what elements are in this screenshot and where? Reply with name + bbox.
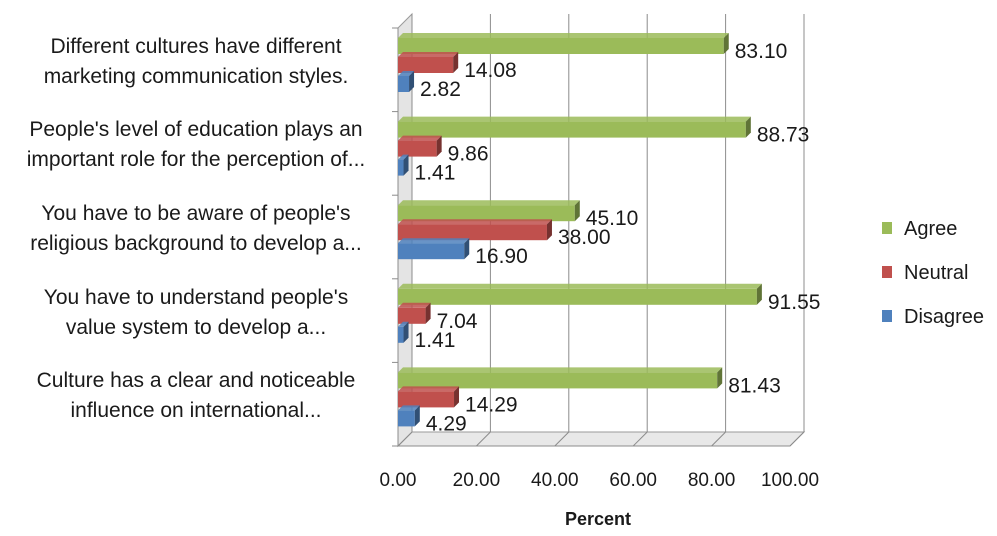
legend-label-agree: Agree [904, 218, 957, 240]
legend-swatch-neutral [882, 266, 892, 278]
category-label-line: marketing communication styles. [43, 64, 349, 88]
bar-disagree [398, 326, 404, 343]
bar-end-agree [756, 283, 762, 305]
data-label-disagree: 2.82 [420, 78, 461, 101]
bar-end-neutral [425, 302, 431, 324]
data-label-agree: 81.43 [728, 374, 781, 397]
category-label: Culture has a clear and noticeable influe… [0, 366, 392, 426]
x-tick-label: 0.00 [380, 470, 417, 491]
bar-top-agree [398, 33, 729, 38]
bar-end-neutral [546, 219, 552, 241]
legend-label-disagree: Disagree [904, 306, 984, 328]
category-label-line: Culture has a clear and noticeable [36, 369, 356, 393]
bar-disagree [398, 410, 415, 427]
bar-neutral [398, 140, 437, 157]
data-label-neutral: 7.04 [437, 310, 478, 333]
data-label-agree: 88.73 [757, 124, 810, 147]
x-tick-label: 40.00 [531, 470, 579, 491]
bar-neutral [398, 391, 455, 408]
bar-top-disagree [398, 405, 420, 411]
floor-gridline [789, 431, 805, 447]
category-label-line: You have to understand people's [43, 285, 349, 309]
data-label-disagree: 4.29 [426, 412, 467, 435]
data-label-disagree: 1.41 [415, 162, 456, 185]
bar-top-neutral [398, 302, 431, 308]
data-label-neutral: 14.08 [464, 59, 517, 82]
bar-neutral [398, 307, 426, 324]
bar-end-agree [574, 200, 580, 222]
category-label-line: People's level of education plays an [29, 118, 363, 142]
bar-top-disagree [398, 238, 470, 244]
bar-end-agree [717, 367, 723, 389]
bar-end-neutral [454, 386, 460, 408]
legend-swatch-agree [882, 222, 892, 234]
bar-agree [398, 38, 724, 54]
bar-end-disagree [403, 321, 409, 343]
bar-disagree [398, 76, 410, 92]
category-label: Different cultures have different marketi… [0, 32, 392, 92]
data-label-agree: 83.10 [735, 40, 788, 63]
bar-disagree [398, 243, 465, 260]
bar-top-disagree [398, 321, 409, 327]
bar-neutral [398, 224, 547, 241]
bar-top-agree [398, 200, 580, 206]
floor-gridline [397, 431, 413, 447]
bar-agree [398, 121, 746, 138]
legend-swatch-disagree [882, 310, 892, 322]
x-tick-label: 80.00 [688, 470, 736, 491]
bar-end-disagree [464, 238, 470, 260]
category-label: People's level of education plays an impo… [0, 115, 392, 175]
bar-agree [398, 372, 718, 389]
bar-end-disagree [403, 154, 409, 176]
bar-top-disagree [398, 71, 415, 76]
data-label-neutral: 9.86 [448, 143, 489, 166]
data-label-agree: 45.10 [586, 207, 639, 230]
data-label-neutral: 38.00 [558, 226, 611, 249]
data-label-disagree: 1.41 [415, 329, 456, 352]
category-label-line: value system to develop a... [65, 315, 327, 339]
bar-top-neutral [398, 219, 552, 225]
category-label-line: religious background to develop a... [30, 232, 362, 255]
bar-end-agree [723, 33, 729, 54]
bar-end-neutral [436, 135, 442, 157]
bar-disagree [398, 159, 404, 176]
floor-gridline [476, 431, 491, 447]
bar-agree [398, 205, 575, 222]
bar-end-neutral [453, 52, 459, 73]
bar-end-disagree [414, 405, 420, 427]
legend-label-neutral: Neutral [904, 262, 968, 284]
floor-gridline [554, 431, 570, 447]
floor-gridline [711, 431, 726, 447]
bar-end-agree [745, 116, 751, 138]
x-axis-title: Percent [565, 509, 631, 529]
bar-top-neutral [398, 52, 459, 57]
x-tick-label: 60.00 [609, 470, 657, 491]
data-label-neutral: 14.29 [465, 393, 518, 416]
bar-agree [398, 288, 757, 305]
floor-gridline [632, 431, 648, 447]
x-tick-label: 20.00 [453, 470, 501, 491]
bar-top-agree [398, 116, 751, 122]
bar-top-disagree [398, 154, 409, 160]
category-label: You have to understand people's value sys… [0, 283, 392, 343]
category-label-line: influence on international... [70, 399, 322, 423]
bar-top-neutral [398, 135, 442, 141]
category-label-line: important role for the perception of... [26, 148, 366, 172]
category-label-line: You have to be aware of people's [41, 202, 351, 225]
category-label: You have to be aware of people's religiou… [0, 199, 392, 259]
bar-top-agree [398, 283, 762, 289]
bar-top-agree [398, 367, 723, 373]
bar-top-neutral [398, 386, 460, 392]
data-label-agree: 91.55 [768, 291, 821, 314]
bar-neutral [398, 57, 454, 73]
data-label-disagree: 16.90 [475, 245, 528, 268]
category-label-line: Different cultures have different [50, 34, 342, 58]
bar-end-disagree [409, 71, 415, 92]
x-tick-label: 100.00 [761, 470, 819, 491]
